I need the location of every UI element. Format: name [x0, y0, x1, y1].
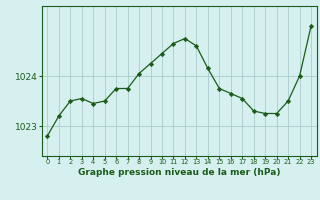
X-axis label: Graphe pression niveau de la mer (hPa): Graphe pression niveau de la mer (hPa)	[78, 168, 280, 177]
